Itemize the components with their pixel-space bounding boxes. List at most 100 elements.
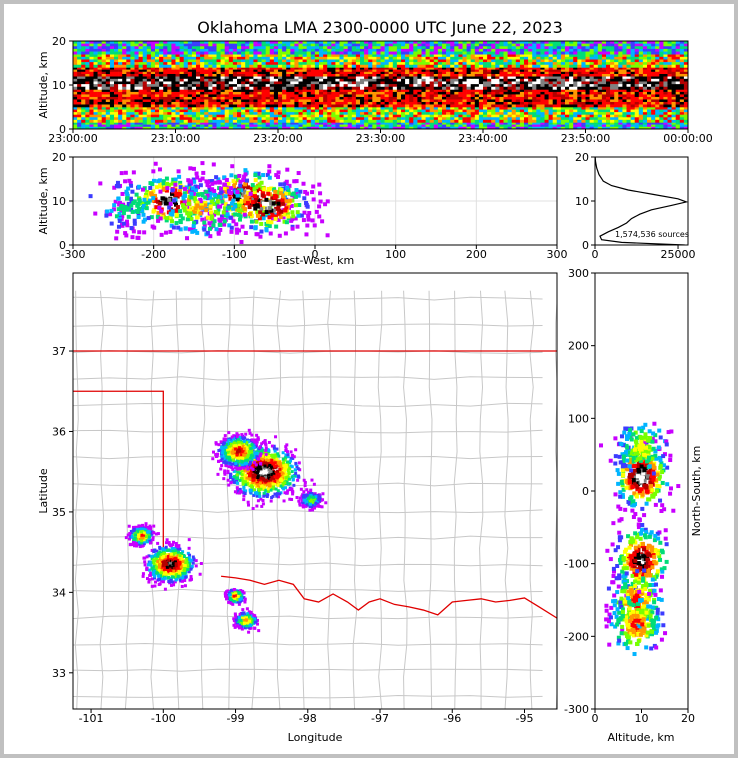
time-density-cell bbox=[249, 122, 254, 125]
time-density-cell bbox=[433, 67, 439, 70]
time-density-cell bbox=[384, 71, 389, 75]
time-density-cell bbox=[483, 109, 488, 113]
time-density-cell bbox=[122, 78, 127, 82]
time-density-cell bbox=[384, 62, 389, 66]
time-density-cell bbox=[146, 59, 152, 63]
time-density-cell bbox=[241, 99, 246, 103]
time-density-cell bbox=[278, 86, 283, 90]
time-density-cell bbox=[409, 124, 414, 128]
time-density-cell bbox=[585, 62, 590, 66]
time-density-cell bbox=[159, 122, 164, 125]
time-density-cell bbox=[105, 124, 111, 128]
time-density-cell bbox=[253, 62, 258, 66]
time-density-cell bbox=[474, 112, 480, 115]
time-density-cell bbox=[683, 64, 688, 68]
time-density-cell bbox=[183, 124, 189, 128]
time-density-cell bbox=[335, 41, 340, 44]
time-density-cell bbox=[101, 56, 107, 60]
time-density-cell bbox=[179, 122, 184, 125]
time-density-cell bbox=[183, 94, 189, 98]
time-density-cell bbox=[138, 91, 143, 95]
time-density-cell bbox=[216, 48, 221, 52]
time-density-cell bbox=[372, 76, 377, 80]
time-density-cell bbox=[478, 101, 484, 105]
time-density-cell bbox=[360, 43, 365, 47]
time-density-cell bbox=[347, 122, 353, 125]
time-density-cell bbox=[298, 94, 303, 98]
time-density-cell bbox=[93, 84, 98, 88]
time-density-cell bbox=[126, 94, 131, 98]
time-density-cell bbox=[146, 114, 152, 118]
time-density-cell bbox=[142, 69, 148, 73]
time-density-cell bbox=[614, 99, 619, 103]
time-density-cell bbox=[310, 117, 316, 121]
time-density-cell bbox=[167, 81, 172, 85]
time-density-cell bbox=[77, 64, 82, 68]
time-density-cell bbox=[241, 56, 246, 60]
time-density-cell bbox=[569, 117, 574, 121]
time-density-cell bbox=[278, 114, 283, 118]
time-density-cell bbox=[290, 64, 295, 68]
time-density-cell bbox=[294, 126, 299, 129]
time-density-cell bbox=[638, 94, 644, 98]
time-density-cell bbox=[146, 56, 152, 60]
time-density-cell bbox=[101, 84, 107, 88]
time-density-cell bbox=[577, 67, 582, 70]
time-density-cell bbox=[593, 117, 599, 121]
time-density-cell bbox=[462, 112, 467, 115]
time-density-cell bbox=[638, 64, 644, 68]
time-density-cell bbox=[351, 86, 357, 90]
time-density-cell bbox=[204, 43, 209, 47]
time-density-cell bbox=[552, 74, 558, 77]
time-density-cell bbox=[261, 117, 266, 121]
time-density-cell bbox=[368, 124, 373, 128]
time-density-cell bbox=[659, 107, 664, 110]
time-density-cell bbox=[273, 43, 279, 47]
time-density-cell bbox=[626, 114, 631, 118]
time-density-cell bbox=[470, 62, 476, 66]
time-density-cell bbox=[372, 74, 377, 77]
time-density-cell bbox=[376, 67, 381, 70]
time-density-cell bbox=[577, 69, 582, 73]
time-density-cell bbox=[614, 43, 619, 47]
time-density-cell bbox=[507, 59, 512, 63]
time-density-cell bbox=[417, 69, 422, 73]
time-density-cell bbox=[647, 64, 652, 68]
time-density-cell bbox=[470, 76, 476, 80]
time-density-cell bbox=[81, 91, 86, 95]
time-density-cell bbox=[376, 91, 381, 95]
time-density-cell bbox=[466, 86, 471, 90]
time-density-cell bbox=[237, 122, 242, 125]
time-density-cell bbox=[208, 74, 213, 77]
time-density-cell bbox=[114, 86, 119, 90]
time-density-cell bbox=[286, 41, 291, 44]
time-density-cell bbox=[495, 122, 500, 125]
time-density-cell bbox=[179, 107, 184, 110]
time-density-cell bbox=[622, 91, 627, 95]
time-density-cell bbox=[536, 114, 541, 118]
time-density-cell bbox=[396, 41, 402, 44]
time-density-cell bbox=[679, 107, 685, 110]
time-density-cell bbox=[671, 74, 676, 77]
time-density-cell bbox=[478, 62, 484, 66]
time-density-cell bbox=[196, 112, 201, 115]
time-density-cell bbox=[483, 46, 488, 50]
time-density-cell bbox=[372, 43, 377, 47]
time-density-cell bbox=[503, 124, 508, 128]
time-density-cell bbox=[421, 59, 426, 63]
time-density-cell bbox=[77, 112, 82, 115]
time-density-cell bbox=[487, 59, 492, 63]
time-density-cell bbox=[483, 69, 488, 73]
time-density-cell bbox=[282, 67, 287, 70]
time-density-cell bbox=[384, 56, 389, 60]
time-density-cell bbox=[212, 91, 217, 95]
time-density-cell bbox=[630, 62, 635, 66]
time-density-cell bbox=[577, 109, 582, 113]
time-density-cell bbox=[610, 41, 615, 44]
time-density-cell bbox=[306, 94, 312, 98]
time-density-cell bbox=[442, 46, 447, 50]
time-density-cell bbox=[565, 96, 570, 100]
time-density-cell bbox=[200, 41, 205, 44]
time-density-cell bbox=[175, 104, 180, 108]
time-density-cell bbox=[630, 86, 635, 90]
